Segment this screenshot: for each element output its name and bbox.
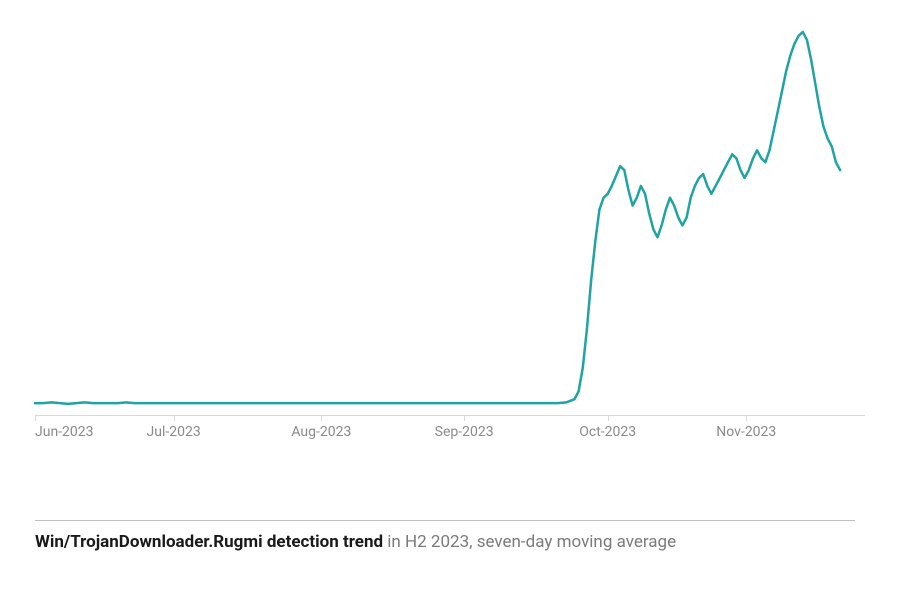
x-axis-label: Sep-2023 xyxy=(435,424,494,440)
trend-line xyxy=(35,20,865,415)
x-axis-label: Oct-2023 xyxy=(579,424,636,440)
x-axis xyxy=(35,415,865,416)
caption-divider xyxy=(35,520,855,521)
x-axis-label: Jun-2023 xyxy=(35,424,94,440)
x-tick xyxy=(321,415,322,421)
caption-rest: in H2 2023, seven-day moving average xyxy=(383,532,676,552)
x-tick xyxy=(608,415,609,421)
x-tick xyxy=(464,415,465,421)
plot-area xyxy=(35,20,865,415)
x-tick xyxy=(174,415,175,421)
x-axis-label: Aug-2023 xyxy=(291,424,351,440)
caption-bold: Win/TrojanDownloader.Rugmi detection tre… xyxy=(35,532,383,552)
chart-caption: Win/TrojanDownloader.Rugmi detection tre… xyxy=(35,532,676,552)
x-tick xyxy=(746,415,747,421)
x-axis-label: Nov-2023 xyxy=(716,424,776,440)
x-axis-label: Jul-2023 xyxy=(147,424,201,440)
detection-trend-chart: Jun-2023 Jul-2023 Aug-2023 Sep-2023 Oct-2023… xyxy=(35,20,865,450)
x-tick xyxy=(35,415,36,421)
